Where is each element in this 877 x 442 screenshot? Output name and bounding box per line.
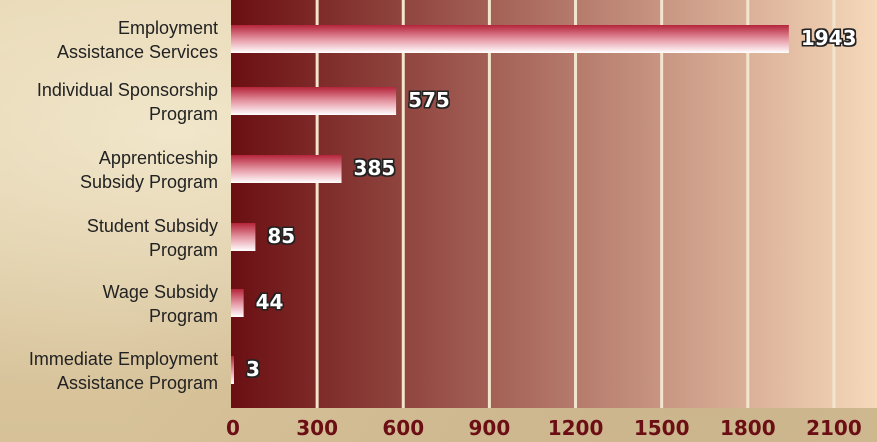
category-label: Program: [148, 104, 218, 124]
category-label: Individual Sponsorship: [36, 80, 218, 100]
grid-lines: [315, 0, 836, 408]
category-label: Wage Subsidy: [102, 282, 218, 302]
category-label: Program: [148, 306, 218, 326]
bar: [231, 25, 789, 53]
category-label: Employment: [117, 18, 218, 38]
x-tick-label: 300: [296, 416, 338, 440]
value-label: 85: [267, 224, 296, 248]
bar: [231, 155, 342, 183]
category-label: Assistance Program: [56, 373, 218, 393]
category-label: Assistance Services: [56, 42, 218, 62]
x-tick-label: 2100: [806, 416, 862, 440]
bar: [231, 356, 234, 384]
x-tick-label: 1500: [633, 416, 690, 440]
value-label: 44: [255, 290, 284, 314]
x-tick-label: 600: [382, 416, 425, 440]
value-label: 3: [246, 357, 260, 381]
value-label: 575: [408, 88, 450, 112]
value-label: 385: [353, 156, 396, 180]
plot-background: [231, 0, 877, 408]
bar: [231, 87, 397, 115]
category-label: Immediate Employment: [28, 349, 218, 369]
category-label: Apprenticeship: [98, 148, 218, 168]
value-label: 1943: [800, 26, 857, 50]
x-tick-label: 1200: [547, 416, 604, 440]
bar: [231, 223, 256, 251]
x-tick-label: 0: [226, 416, 240, 440]
bars: [231, 25, 789, 384]
category-label: Subsidy Program: [79, 172, 218, 192]
category-label: Program: [148, 240, 218, 260]
x-tick-label: 1800: [719, 416, 776, 440]
x-tick-label: 900: [468, 416, 511, 440]
bar: [231, 289, 244, 317]
category-label: Student Subsidy: [86, 216, 218, 236]
